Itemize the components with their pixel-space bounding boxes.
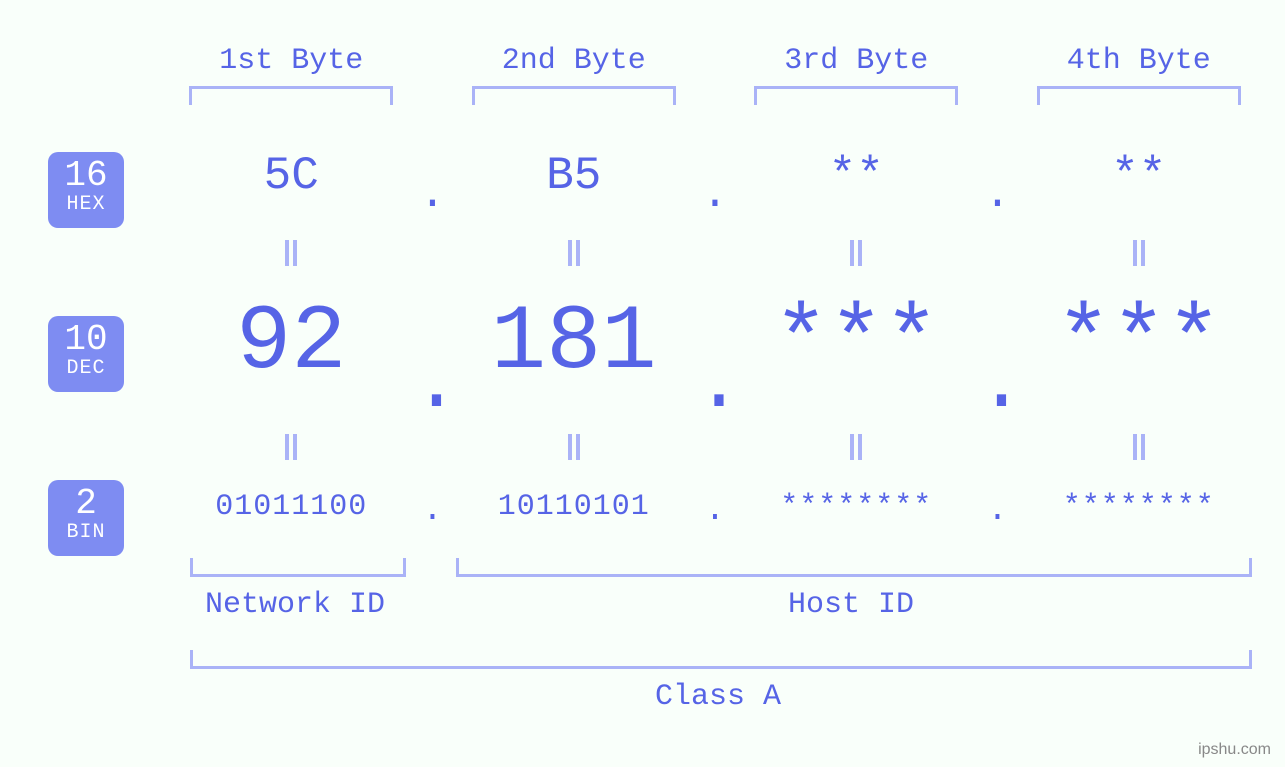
network-id-label: Network ID bbox=[190, 588, 400, 622]
dot-icon: . bbox=[413, 492, 453, 530]
byte-3-hex: ** bbox=[735, 150, 978, 202]
dot-icon: . bbox=[413, 340, 453, 431]
badge-dec-abbr: DEC bbox=[48, 358, 124, 380]
dot-icon: . bbox=[978, 170, 1018, 220]
byte-1-top-bracket bbox=[189, 86, 393, 105]
byte-3-dec: *** bbox=[735, 290, 978, 395]
dot-icon: . bbox=[695, 170, 735, 220]
byte-1-bin: 01011100 bbox=[170, 490, 413, 524]
equals-icon bbox=[170, 432, 413, 473]
watermark: ipshu.com bbox=[1198, 741, 1271, 759]
class-label: Class A bbox=[190, 680, 1246, 714]
class-bracket bbox=[190, 650, 1252, 669]
dot-icon: . bbox=[413, 170, 453, 220]
byte-2-label: 2nd Byte bbox=[453, 44, 696, 78]
equals-icon bbox=[1018, 238, 1261, 279]
byte-1-hex: 5C bbox=[170, 150, 413, 202]
byte-3-label: 3rd Byte bbox=[735, 44, 978, 78]
byte-1-dec: 92 bbox=[170, 290, 413, 395]
dot-icon: . bbox=[695, 340, 735, 431]
byte-col-3: 3rd Byte ** *** ******** bbox=[735, 0, 978, 560]
separator-3: . . . bbox=[978, 0, 1018, 560]
byte-col-4: 4th Byte ** *** ******** bbox=[1018, 0, 1261, 560]
byte-4-hex: ** bbox=[1018, 150, 1261, 202]
byte-1-label: 1st Byte bbox=[170, 44, 413, 78]
equals-icon bbox=[1018, 432, 1261, 473]
equals-icon bbox=[735, 432, 978, 473]
byte-4-bin: ******** bbox=[1018, 490, 1261, 524]
host-id-bracket bbox=[456, 558, 1252, 577]
byte-col-2: 2nd Byte B5 181 10110101 bbox=[453, 0, 696, 560]
dot-icon: . bbox=[695, 492, 735, 530]
byte-3-bin: ******** bbox=[735, 490, 978, 524]
bytes-grid: 1st Byte 5C 92 01011100 . . . 2nd Byte B… bbox=[170, 0, 1260, 560]
byte-2-bin: 10110101 bbox=[453, 490, 696, 524]
equals-icon bbox=[170, 238, 413, 279]
badge-hex: 16 HEX bbox=[48, 152, 124, 228]
host-id-label: Host ID bbox=[456, 588, 1246, 622]
equals-icon bbox=[735, 238, 978, 279]
byte-col-1: 1st Byte 5C 92 01011100 bbox=[170, 0, 413, 560]
separator-2: . . . bbox=[695, 0, 735, 560]
ip-diagram: 16 HEX 10 DEC 2 BIN 1st Byte 5C 92 01011… bbox=[0, 0, 1285, 767]
byte-2-hex: B5 bbox=[453, 150, 696, 202]
badge-bin-base: 2 bbox=[48, 486, 124, 522]
badge-dec: 10 DEC bbox=[48, 316, 124, 392]
equals-icon bbox=[453, 238, 696, 279]
byte-4-label: 4th Byte bbox=[1018, 44, 1261, 78]
separator-1: . . . bbox=[413, 0, 453, 560]
equals-icon bbox=[453, 432, 696, 473]
badge-dec-base: 10 bbox=[48, 322, 124, 358]
byte-4-dec: *** bbox=[1018, 290, 1261, 395]
badge-bin-abbr: BIN bbox=[48, 522, 124, 544]
byte-2-dec: 181 bbox=[453, 290, 696, 395]
badge-hex-base: 16 bbox=[48, 158, 124, 194]
badge-bin: 2 BIN bbox=[48, 480, 124, 556]
badge-hex-abbr: HEX bbox=[48, 194, 124, 216]
network-id-bracket bbox=[190, 558, 406, 577]
dot-icon: . bbox=[978, 340, 1018, 431]
byte-4-top-bracket bbox=[1037, 86, 1241, 105]
dot-icon: . bbox=[978, 492, 1018, 530]
byte-2-top-bracket bbox=[472, 86, 676, 105]
byte-3-top-bracket bbox=[754, 86, 958, 105]
